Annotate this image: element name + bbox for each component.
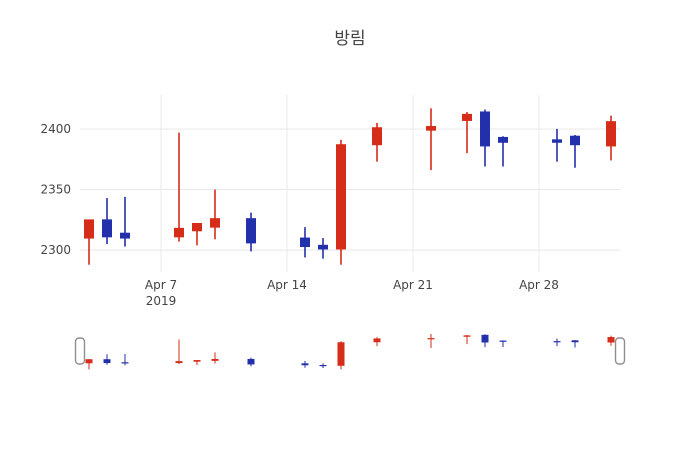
candlestick[interactable] [318, 238, 328, 259]
mini-candlestick [499, 340, 507, 348]
candlestick[interactable] [552, 128, 562, 162]
x-tick-label: Apr 14 [267, 278, 307, 292]
mini-candle-body [499, 340, 507, 342]
candle-body [480, 111, 490, 147]
mini-candlestick [373, 337, 381, 347]
candle-body [462, 113, 472, 121]
candle-body [120, 232, 130, 239]
candle-body [372, 127, 382, 146]
mini-candlestick [175, 339, 183, 365]
mini-candle-body [103, 359, 111, 364]
mini-candle-body [211, 358, 219, 361]
candlestick[interactable] [84, 219, 94, 265]
mini-candlestick [121, 354, 129, 366]
mini-candlestick [85, 359, 93, 370]
mini-candle-body [463, 335, 471, 337]
mini-candle-body [481, 334, 489, 343]
rangeslider-handle-right[interactable] [614, 337, 626, 365]
candle-body [426, 126, 436, 131]
candlestick[interactable] [120, 196, 130, 247]
candle-body [174, 227, 184, 238]
axis-tick-labels: 2300 2350 2400 Apr 7 2019 Apr 14 Apr 21 Apr 28 [40, 122, 558, 308]
mini-candle-body [553, 341, 561, 343]
candlestick[interactable] [192, 223, 202, 246]
mini-candlestick [337, 341, 345, 370]
candlestick[interactable] [462, 111, 472, 154]
x-tick-label: Apr 28 [519, 278, 559, 292]
mini-candlestick [427, 334, 435, 348]
mini-candlestick [463, 334, 471, 345]
y-tick-label: 2400 [40, 122, 71, 136]
rangeslider[interactable] [74, 334, 626, 370]
mini-candle-body [121, 362, 129, 364]
mini-candle-body [175, 361, 183, 364]
candle-body [552, 139, 562, 143]
candle-body [102, 219, 112, 238]
candlestick[interactable] [570, 135, 580, 168]
y-tick-label: 2300 [40, 243, 71, 257]
mini-candle-body [607, 337, 615, 343]
candlestick[interactable] [300, 227, 310, 258]
rangeslider-handle-left[interactable] [74, 337, 86, 365]
plot-drag-area[interactable] [80, 95, 620, 272]
candlestick[interactable] [102, 198, 112, 245]
x-tick-label: Apr 7 [145, 278, 177, 292]
mini-candle-body [247, 358, 255, 365]
candle-body [192, 223, 202, 232]
mini-candlestick [211, 352, 219, 364]
mini-candle-body [301, 363, 309, 366]
mini-candlestick [247, 357, 255, 367]
candlestick[interactable] [606, 115, 616, 161]
x-tick-label: Apr 21 [393, 278, 433, 292]
mini-candlestick [319, 363, 327, 368]
y-tick-label: 2350 [40, 183, 71, 197]
candlestick[interactable] [480, 109, 490, 167]
candlestick[interactable] [498, 136, 508, 167]
candle-body [318, 244, 328, 250]
candle-body [300, 237, 310, 248]
candlestick[interactable] [372, 122, 382, 162]
x-tick-sublabel: 2019 [146, 294, 177, 308]
mini-candlestick [193, 360, 201, 365]
mini-candlestick [607, 335, 615, 346]
candle-body [606, 121, 616, 147]
mini-candlestick [571, 340, 579, 348]
candlestick[interactable] [426, 108, 436, 171]
candle-body [84, 219, 94, 239]
candlestick[interactable] [336, 139, 346, 265]
plot-area[interactable] [80, 95, 620, 272]
gridlines [80, 95, 620, 272]
mini-candlestick [301, 360, 309, 368]
candle-body [570, 135, 580, 146]
mini-candle-body [427, 338, 435, 340]
mini-candlestick [481, 334, 489, 348]
mini-candlestick [103, 354, 111, 365]
candle-body [210, 218, 220, 228]
mini-candle-body [85, 359, 93, 364]
candle-body [246, 218, 256, 244]
mini-candle-body [571, 340, 579, 343]
candlestick[interactable] [246, 212, 256, 252]
candlestick[interactable] [210, 189, 220, 240]
mini-candle-body [337, 342, 345, 366]
mini-candle-body [193, 360, 201, 362]
candle-body [336, 144, 346, 250]
candle-body [498, 136, 508, 143]
chart-title: 방림 [334, 29, 365, 49]
mini-candle-body [319, 364, 327, 367]
mini-candlestick [553, 338, 561, 347]
candlestick[interactable] [174, 132, 184, 242]
mini-candle-body [373, 338, 381, 343]
